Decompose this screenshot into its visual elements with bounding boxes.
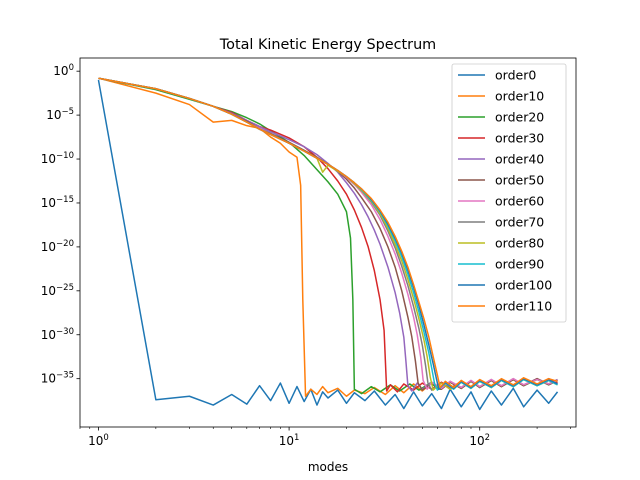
legend-box: [451, 63, 567, 323]
legend-label-order60: order60: [495, 194, 544, 209]
plot-frame: [79, 57, 577, 428]
legend-label-order100: order100: [495, 278, 552, 293]
legend-label-order110: order110: [495, 299, 552, 314]
series-line-order0: [97, 79, 559, 411]
y-tick-label: 100: [53, 63, 74, 78]
y-axis: 100 10−5 10−10 10−15 10−20 10−25 10−30 10−35: [41, 63, 80, 386]
y-tick-label: 10−35: [41, 371, 74, 386]
legend-label-order80: order80: [495, 236, 544, 251]
series-layer: [97, 77, 559, 411]
legend-label-order70: order70: [495, 215, 544, 230]
series-line-order110: [98, 77, 558, 389]
x-tick-label: 101: [279, 433, 300, 448]
y-tick-label: 10−30: [41, 327, 74, 342]
y-tick-label: 10−15: [41, 195, 74, 210]
x-axis-label: modes: [308, 460, 348, 474]
legend-label-order0: order0: [495, 68, 536, 83]
x-tick-label: 102: [469, 433, 490, 448]
legend: order0 order10 order20 order30 order40 order5…: [451, 63, 567, 323]
legend-label-order30: order30: [495, 131, 544, 146]
legend-label-order10: order10: [495, 89, 544, 104]
y-tick-label: 10−10: [41, 151, 74, 166]
legend-label-order90: order90: [495, 257, 544, 272]
legend-label-order50: order50: [495, 173, 544, 188]
y-tick-label: 10−5: [46, 107, 74, 122]
y-tick-label: 10−25: [41, 283, 74, 298]
x-axis: 100 101 102: [79, 427, 571, 448]
y-tick-label: 10−20: [41, 239, 74, 254]
chart-title: Total Kinetic Energy Spectrum: [219, 37, 436, 53]
legend-label-order40: order40: [495, 152, 544, 167]
legend-label-order20: order20: [495, 110, 544, 125]
x-tick-label: 100: [88, 433, 109, 448]
